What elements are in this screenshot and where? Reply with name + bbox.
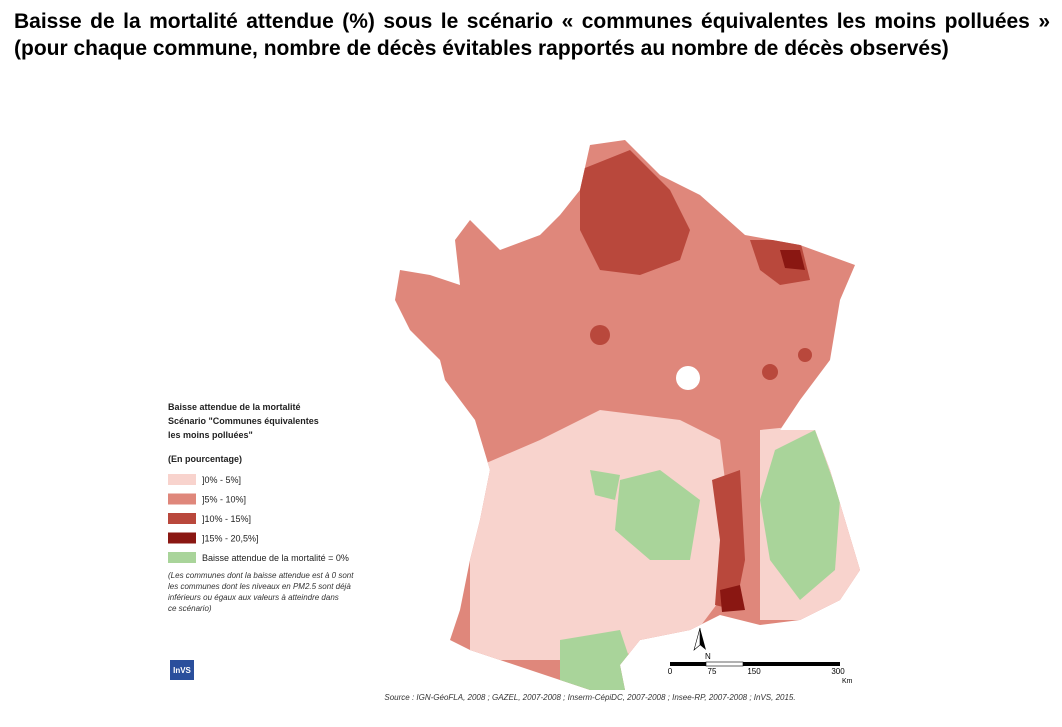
arrow — [693, 627, 701, 651]
region — [560, 630, 640, 690]
title: Baisse de la mortalité attendue (%) sous… — [14, 10, 1050, 60]
legend-swatch — [168, 532, 196, 544]
legend-title: les moins polluées" — [168, 430, 253, 440]
scale-label: 0 — [668, 667, 673, 676]
scale-label: 300 — [831, 667, 845, 676]
legend-note: les communes dont les niveaux en PM2.5 s… — [168, 582, 351, 591]
scale-label: 75 — [708, 667, 717, 676]
legend-title: Baisse attendue de la mortalité — [168, 402, 301, 412]
legend-swatch — [168, 513, 196, 524]
north-label: N — [705, 652, 711, 661]
legend-label: ]0% - 5%] — [202, 475, 241, 485]
source: Source : IGN-GéoFLA, 2008 ; GAZEL, 2007-… — [384, 693, 795, 702]
region — [580, 150, 690, 275]
legend-swatch — [168, 493, 196, 505]
region — [798, 348, 812, 362]
legend-note: (Les communes dont la baisse attendue es… — [168, 571, 354, 580]
region — [712, 470, 745, 610]
region — [590, 325, 610, 345]
logo: InVS — [170, 660, 194, 680]
legend-swatch — [168, 474, 196, 485]
scale-bar: 0 75 150 300 Km — [668, 661, 853, 685]
lake — [676, 366, 700, 390]
scale-segment — [670, 662, 706, 666]
france — [395, 140, 860, 690]
legend-subtitle: (En pourcentage) — [168, 454, 242, 464]
legend-note: ce scénario) — [168, 604, 212, 613]
region — [470, 410, 730, 660]
legend-swatch — [168, 552, 196, 563]
legend-note: inférieurs ou égaux aux valeurs à attein… — [168, 593, 339, 602]
scale-segment — [743, 662, 840, 666]
region — [780, 250, 805, 270]
scale-unit: Km — [842, 678, 853, 685]
north-arrow: N — [693, 627, 711, 661]
scale-segment — [705, 661, 744, 667]
region — [762, 364, 778, 380]
legend-label: ]5% - 10%] — [202, 495, 246, 505]
logo-box — [170, 660, 194, 680]
arrow — [700, 628, 706, 650]
legend-label: Baisse attendue de la mortalité = 0% — [202, 553, 349, 563]
region — [590, 470, 620, 500]
legend-title: Scénario "Communes équivalentes — [168, 416, 319, 426]
region — [720, 585, 745, 612]
legend: Baisse attendue de la mortalité Scénario… — [168, 402, 354, 613]
region — [760, 430, 840, 600]
logo-text: InVS — [173, 666, 191, 675]
scale-label: 150 — [747, 667, 761, 676]
region — [615, 470, 700, 560]
legend-label: ]15% - 20,5%] — [202, 534, 259, 544]
legend-label: ]10% - 15%] — [202, 514, 251, 524]
